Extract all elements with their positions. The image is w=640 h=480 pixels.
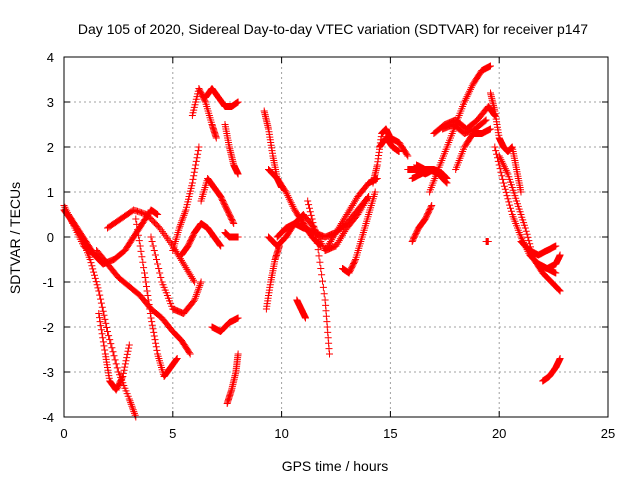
series-s9	[169, 143, 203, 254]
series-s36	[452, 125, 494, 173]
data-point-markers	[452, 125, 494, 173]
data-point-markers	[201, 85, 242, 110]
data-point-markers	[376, 134, 403, 155]
series-s28	[376, 134, 403, 155]
series-s32	[408, 202, 436, 245]
y-tick-label: 0	[47, 230, 54, 245]
series-s19	[262, 242, 283, 313]
data-point-markers	[339, 188, 379, 277]
series-s8	[147, 233, 205, 317]
data-point-markers	[517, 238, 560, 259]
series-s7	[132, 215, 181, 380]
data-point-markers	[178, 220, 225, 259]
x-tick-label: 0	[60, 426, 67, 441]
data-point-markers	[132, 215, 181, 380]
data-point-markers	[95, 310, 133, 394]
data-point-markers	[147, 233, 205, 317]
series-s35	[439, 116, 490, 137]
x-tick-label: 25	[601, 426, 615, 441]
series-s43	[539, 355, 564, 385]
data-point-markers	[221, 121, 242, 178]
data-point-markers	[293, 296, 309, 322]
series-s31	[408, 166, 451, 187]
series-s14	[221, 121, 242, 178]
y-tick-label: -3	[42, 365, 54, 380]
data-point-markers	[304, 197, 333, 358]
x-tick-label: 10	[274, 426, 288, 441]
data-point-markers	[223, 350, 242, 407]
series-s42	[534, 251, 564, 272]
data-point-markers	[408, 202, 436, 245]
y-tick-label: 1	[47, 185, 54, 200]
y-tick-label: 2	[47, 140, 54, 155]
data-point-markers	[534, 251, 564, 272]
data-point-markers	[262, 242, 283, 313]
x-tick-label: 5	[169, 426, 176, 441]
data-point-markers	[221, 229, 242, 241]
x-axis-label: GPS time / hours	[282, 458, 389, 474]
series-s10	[178, 220, 225, 259]
y-tick-label: 3	[47, 95, 54, 110]
data-point-markers	[208, 314, 242, 335]
series-s4	[95, 310, 133, 394]
axis-ticks: 0 5 10 15 20 25 -4 -3 -2 -1 0 1 2 3 4	[42, 50, 615, 441]
series-s22	[265, 193, 373, 254]
chart-title: Day 105 of 2020, Sidereal Day-to-day VTE…	[78, 21, 588, 37]
y-axis-label: SDTVAR / TECUs	[7, 182, 23, 294]
grid	[64, 57, 608, 417]
y-tick-label: -4	[42, 410, 54, 425]
series-s26	[339, 188, 379, 277]
series-s12	[197, 175, 238, 227]
data-points	[60, 62, 564, 421]
data-point-markers	[495, 152, 564, 295]
x-tick-label: 15	[383, 426, 397, 441]
data-point-markers	[408, 166, 451, 187]
data-point-markers	[188, 85, 220, 142]
series-s37	[482, 238, 492, 245]
series-s23	[304, 197, 333, 358]
y-tick-label: 4	[47, 50, 54, 65]
series-s38	[487, 89, 525, 196]
data-point-markers	[197, 175, 238, 227]
series-s17	[221, 229, 242, 241]
data-point-markers	[169, 143, 203, 254]
data-point-markers	[482, 238, 492, 245]
series-s16	[223, 350, 242, 407]
y-tick-label: -2	[42, 320, 54, 335]
data-point-markers	[487, 89, 525, 196]
data-point-markers	[369, 125, 412, 187]
x-tick-label: 20	[492, 426, 506, 441]
data-point-markers	[439, 116, 490, 137]
data-point-markers	[539, 355, 564, 385]
series-s13	[201, 85, 242, 110]
y-tick-label: -1	[42, 275, 54, 290]
series-s40	[495, 152, 564, 295]
series-s27	[369, 125, 412, 187]
data-point-markers	[265, 193, 373, 254]
series-s11	[188, 85, 220, 142]
series-s41	[517, 238, 560, 259]
series-s15	[208, 314, 242, 335]
series-s24	[293, 296, 309, 322]
